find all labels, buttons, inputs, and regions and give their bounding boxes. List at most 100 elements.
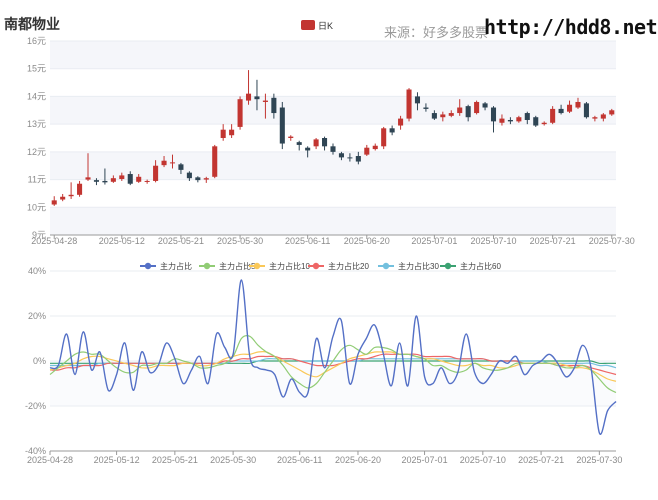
candle[interactable] xyxy=(237,99,243,127)
candle[interactable] xyxy=(347,157,353,159)
ratio-date-tick-label: 2025-07-01 xyxy=(402,455,448,465)
date-tick-label: 2025-06-11 xyxy=(285,236,330,246)
price-tick-label: 15元 xyxy=(27,64,46,74)
candle[interactable] xyxy=(68,194,74,197)
candle[interactable] xyxy=(229,129,235,136)
candle[interactable] xyxy=(372,145,378,150)
candle[interactable] xyxy=(119,175,125,180)
candle[interactable] xyxy=(322,138,328,147)
legend-label-ma60: 主力占比60 xyxy=(460,261,501,271)
candle[interactable] xyxy=(313,139,319,147)
candle[interactable] xyxy=(524,113,530,120)
candle[interactable] xyxy=(271,97,277,114)
candle[interactable] xyxy=(431,113,437,119)
candle[interactable] xyxy=(305,147,311,151)
candle[interactable] xyxy=(490,107,497,122)
candle[interactable] xyxy=(77,183,83,195)
candle[interactable] xyxy=(153,165,159,181)
main-force-ratio-chart: 主力占比 主力占比5 主力占比10 主力占比20 主力占比30 主力占比60 -40% -20… xyxy=(25,261,622,465)
candle[interactable] xyxy=(296,142,302,145)
candle[interactable] xyxy=(381,128,387,147)
series-line-ratio[interactable] xyxy=(49,279,617,435)
price-band xyxy=(50,41,616,69)
candle[interactable] xyxy=(254,96,260,100)
candle[interactable] xyxy=(220,129,226,138)
candle[interactable] xyxy=(482,103,488,108)
candle[interactable] xyxy=(423,107,429,109)
candle[interactable] xyxy=(93,180,99,182)
price-band xyxy=(50,96,616,125)
candle[interactable] xyxy=(558,108,564,114)
candle[interactable] xyxy=(288,136,294,138)
candle[interactable] xyxy=(203,178,209,180)
ratio-tick-label: 20% xyxy=(28,311,46,321)
candle[interactable] xyxy=(127,174,133,184)
candle[interactable] xyxy=(136,176,142,182)
candle[interactable] xyxy=(541,122,547,125)
candle[interactable] xyxy=(499,118,505,123)
candle[interactable] xyxy=(567,104,573,112)
legend-dot-ma30 xyxy=(382,262,390,270)
legend-label-ma5: 主力占比5 xyxy=(219,261,256,271)
candle[interactable] xyxy=(338,153,344,158)
date-tick-label: 2025-06-20 xyxy=(344,236,390,246)
site-url[interactable]: http://hdd8.net xyxy=(484,15,658,39)
candle[interactable] xyxy=(144,180,150,182)
candle[interactable] xyxy=(440,114,446,118)
candle[interactable] xyxy=(600,114,606,119)
date-tick-label: 2025-07-10 xyxy=(470,236,516,246)
candle[interactable] xyxy=(398,118,404,126)
candle[interactable] xyxy=(364,147,370,155)
candle[interactable] xyxy=(592,117,598,119)
page-title: 南都物业 xyxy=(4,17,60,33)
ratio-tick-label: -40% xyxy=(25,446,46,456)
candle[interactable] xyxy=(465,106,471,118)
candle[interactable] xyxy=(550,108,556,123)
candle[interactable] xyxy=(406,89,412,119)
candle[interactable] xyxy=(355,156,361,162)
series-line-ma10[interactable] xyxy=(49,350,617,382)
candle[interactable] xyxy=(262,100,268,102)
source-label: 来源：好多多股票 xyxy=(384,26,489,41)
legend-label-ma20: 主力占比20 xyxy=(328,261,369,271)
candle[interactable] xyxy=(161,160,167,166)
candle[interactable] xyxy=(245,93,252,101)
candle[interactable] xyxy=(169,162,176,164)
candle[interactable] xyxy=(507,119,513,122)
price-tick-label: 9元 xyxy=(32,230,46,240)
date-tick-label: 2025-05-21 xyxy=(158,236,204,246)
candle[interactable] xyxy=(457,107,463,114)
ratio-date-tick-label: 2025-06-11 xyxy=(277,455,322,465)
series-line-ma5[interactable] xyxy=(49,334,617,394)
candle[interactable] xyxy=(330,146,336,152)
price-tick-label: 12元 xyxy=(27,147,46,157)
candle[interactable] xyxy=(516,117,522,122)
candlestick-chart: 9元 10元 11元 12元 13元 14元 15元 16元 2025-04-28 2025-05… xyxy=(27,20,635,246)
candle[interactable] xyxy=(102,180,108,183)
candle[interactable] xyxy=(448,113,454,116)
ratio-date-tick-label: 2025-05-30 xyxy=(210,455,256,465)
candle[interactable] xyxy=(212,146,218,177)
candle[interactable] xyxy=(60,196,66,200)
legend-dot-ma60 xyxy=(444,262,452,270)
ratio-date-tick-label: 2025-04-28 xyxy=(27,455,73,465)
candle[interactable] xyxy=(195,177,201,181)
candle[interactable] xyxy=(575,101,581,108)
candle[interactable] xyxy=(414,96,421,104)
candle[interactable] xyxy=(110,178,116,182)
candle[interactable] xyxy=(389,128,395,133)
candle[interactable] xyxy=(178,164,184,170)
candle[interactable] xyxy=(533,117,539,126)
candle[interactable] xyxy=(85,177,91,180)
ratio-date-tick-label: 2025-06-20 xyxy=(335,455,381,465)
legend-dot-ma5 xyxy=(203,262,211,270)
candle[interactable] xyxy=(474,101,480,114)
candle[interactable] xyxy=(609,110,615,115)
price-tick-label: 10元 xyxy=(27,202,46,212)
candle[interactable] xyxy=(51,200,57,205)
candle[interactable] xyxy=(186,172,192,179)
ratio-date-tick-label: 2025-07-21 xyxy=(518,455,564,465)
candle[interactable] xyxy=(583,103,589,118)
price-tick-label: 14元 xyxy=(27,91,46,101)
candle[interactable] xyxy=(279,107,285,144)
